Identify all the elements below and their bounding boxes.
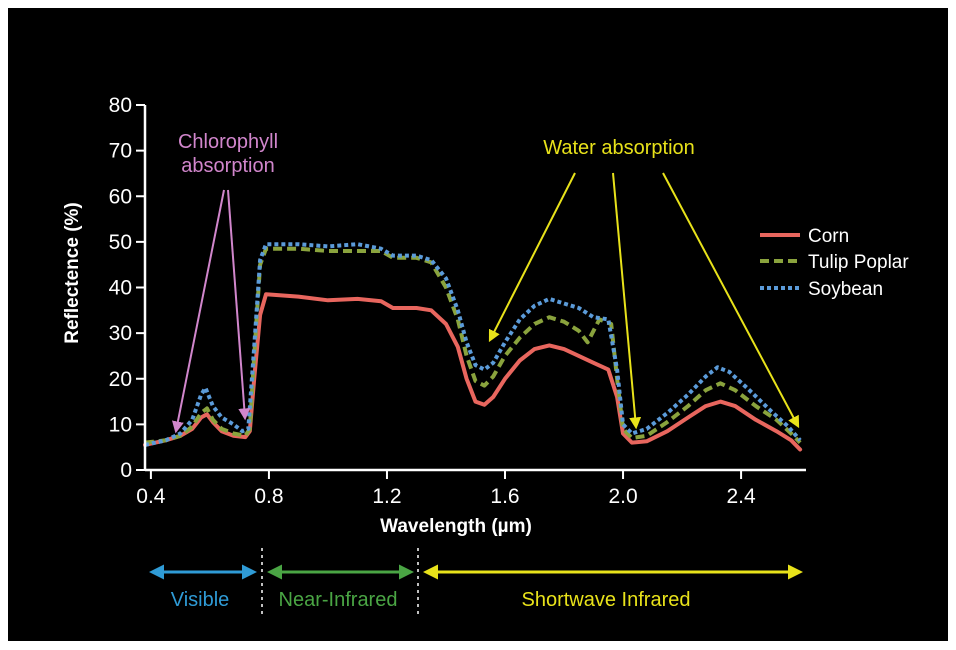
- y-tick-label: 30: [109, 322, 132, 345]
- chlorophyll-annotation: Chlorophyll absorption: [171, 131, 278, 434]
- chlorophyll-label-line1: Chlorophyll: [178, 131, 278, 153]
- axes: 0 10 20 30 40 50 60 70 80 0.4 0.8 1.2 1.6 2.0 2.4: [109, 94, 806, 508]
- y-tick-label: 80: [109, 94, 132, 117]
- chart-frame: 0 10 20 30 40 50 60 70 80 0.4 0.8 1.2 1.6 2.0 2.4 Ref…: [8, 8, 948, 641]
- water-arrow-3: [662, 172, 800, 429]
- x-tick-label: 1.2: [372, 485, 401, 508]
- series-line-tulip-poplar: [144, 246, 802, 445]
- water-absorption-annotation: Water absorption: [488, 137, 800, 430]
- y-tick-label: 40: [109, 277, 132, 300]
- x-tick-label: 0.8: [254, 485, 283, 508]
- legend-item-corn: Corn: [760, 226, 849, 247]
- x-tick-label: 2.4: [726, 485, 756, 508]
- y-tick-label: 50: [109, 231, 132, 254]
- legend-item-soybean: Soybean: [760, 279, 883, 300]
- y-tick-label: 20: [109, 368, 132, 391]
- water-absorption-label: Water absorption: [543, 137, 695, 159]
- series-line-soybean: [144, 242, 802, 447]
- series-line-corn: [143, 292, 803, 452]
- water-arrow-1: [488, 172, 576, 343]
- water-arrow-2: [612, 172, 642, 430]
- y-axis-label: Reflectence (%): [62, 202, 83, 344]
- legend-label-soybean: Soybean: [808, 279, 883, 300]
- legend-item-tulip-poplar: Tulip Poplar: [760, 252, 909, 273]
- shortwave-infrared-label: Shortwave Infrared: [522, 589, 691, 611]
- visible-label: Visible: [171, 589, 230, 611]
- chlorophyll-arrow-right: [227, 189, 251, 421]
- chlorophyll-label-line2: absorption: [181, 155, 274, 177]
- x-tick-label: 0.4: [136, 485, 166, 508]
- x-tick-label: 1.6: [490, 485, 519, 508]
- x-ticks: 0.4 0.8 1.2 1.6 2.0 2.4: [136, 470, 756, 508]
- x-tick-label: 2.0: [608, 485, 637, 508]
- legend-label-corn: Corn: [808, 226, 849, 247]
- x-axis-label: Wavelength (µm): [380, 516, 532, 537]
- reflectance-chart: 0 10 20 30 40 50 60 70 80 0.4 0.8 1.2 1.6 2.0 2.4 Ref…: [62, 94, 909, 618]
- y-tick-label: 0: [120, 459, 132, 482]
- y-ticks: 0 10 20 30 40 50 60 70 80: [109, 94, 145, 482]
- y-tick-label: 70: [109, 140, 132, 163]
- legend: Corn Tulip Poplar Soybean: [760, 226, 909, 300]
- spectral-regions: Visible Near-Infrared Shortwave Infrared: [149, 548, 803, 618]
- chlorophyll-arrow-left: [171, 189, 225, 434]
- series-layer: [143, 242, 803, 452]
- near-infrared-label: Near-Infrared: [279, 589, 398, 611]
- y-tick-label: 10: [109, 413, 132, 436]
- legend-label-tulip-poplar: Tulip Poplar: [808, 252, 909, 273]
- y-tick-label: 60: [109, 185, 132, 208]
